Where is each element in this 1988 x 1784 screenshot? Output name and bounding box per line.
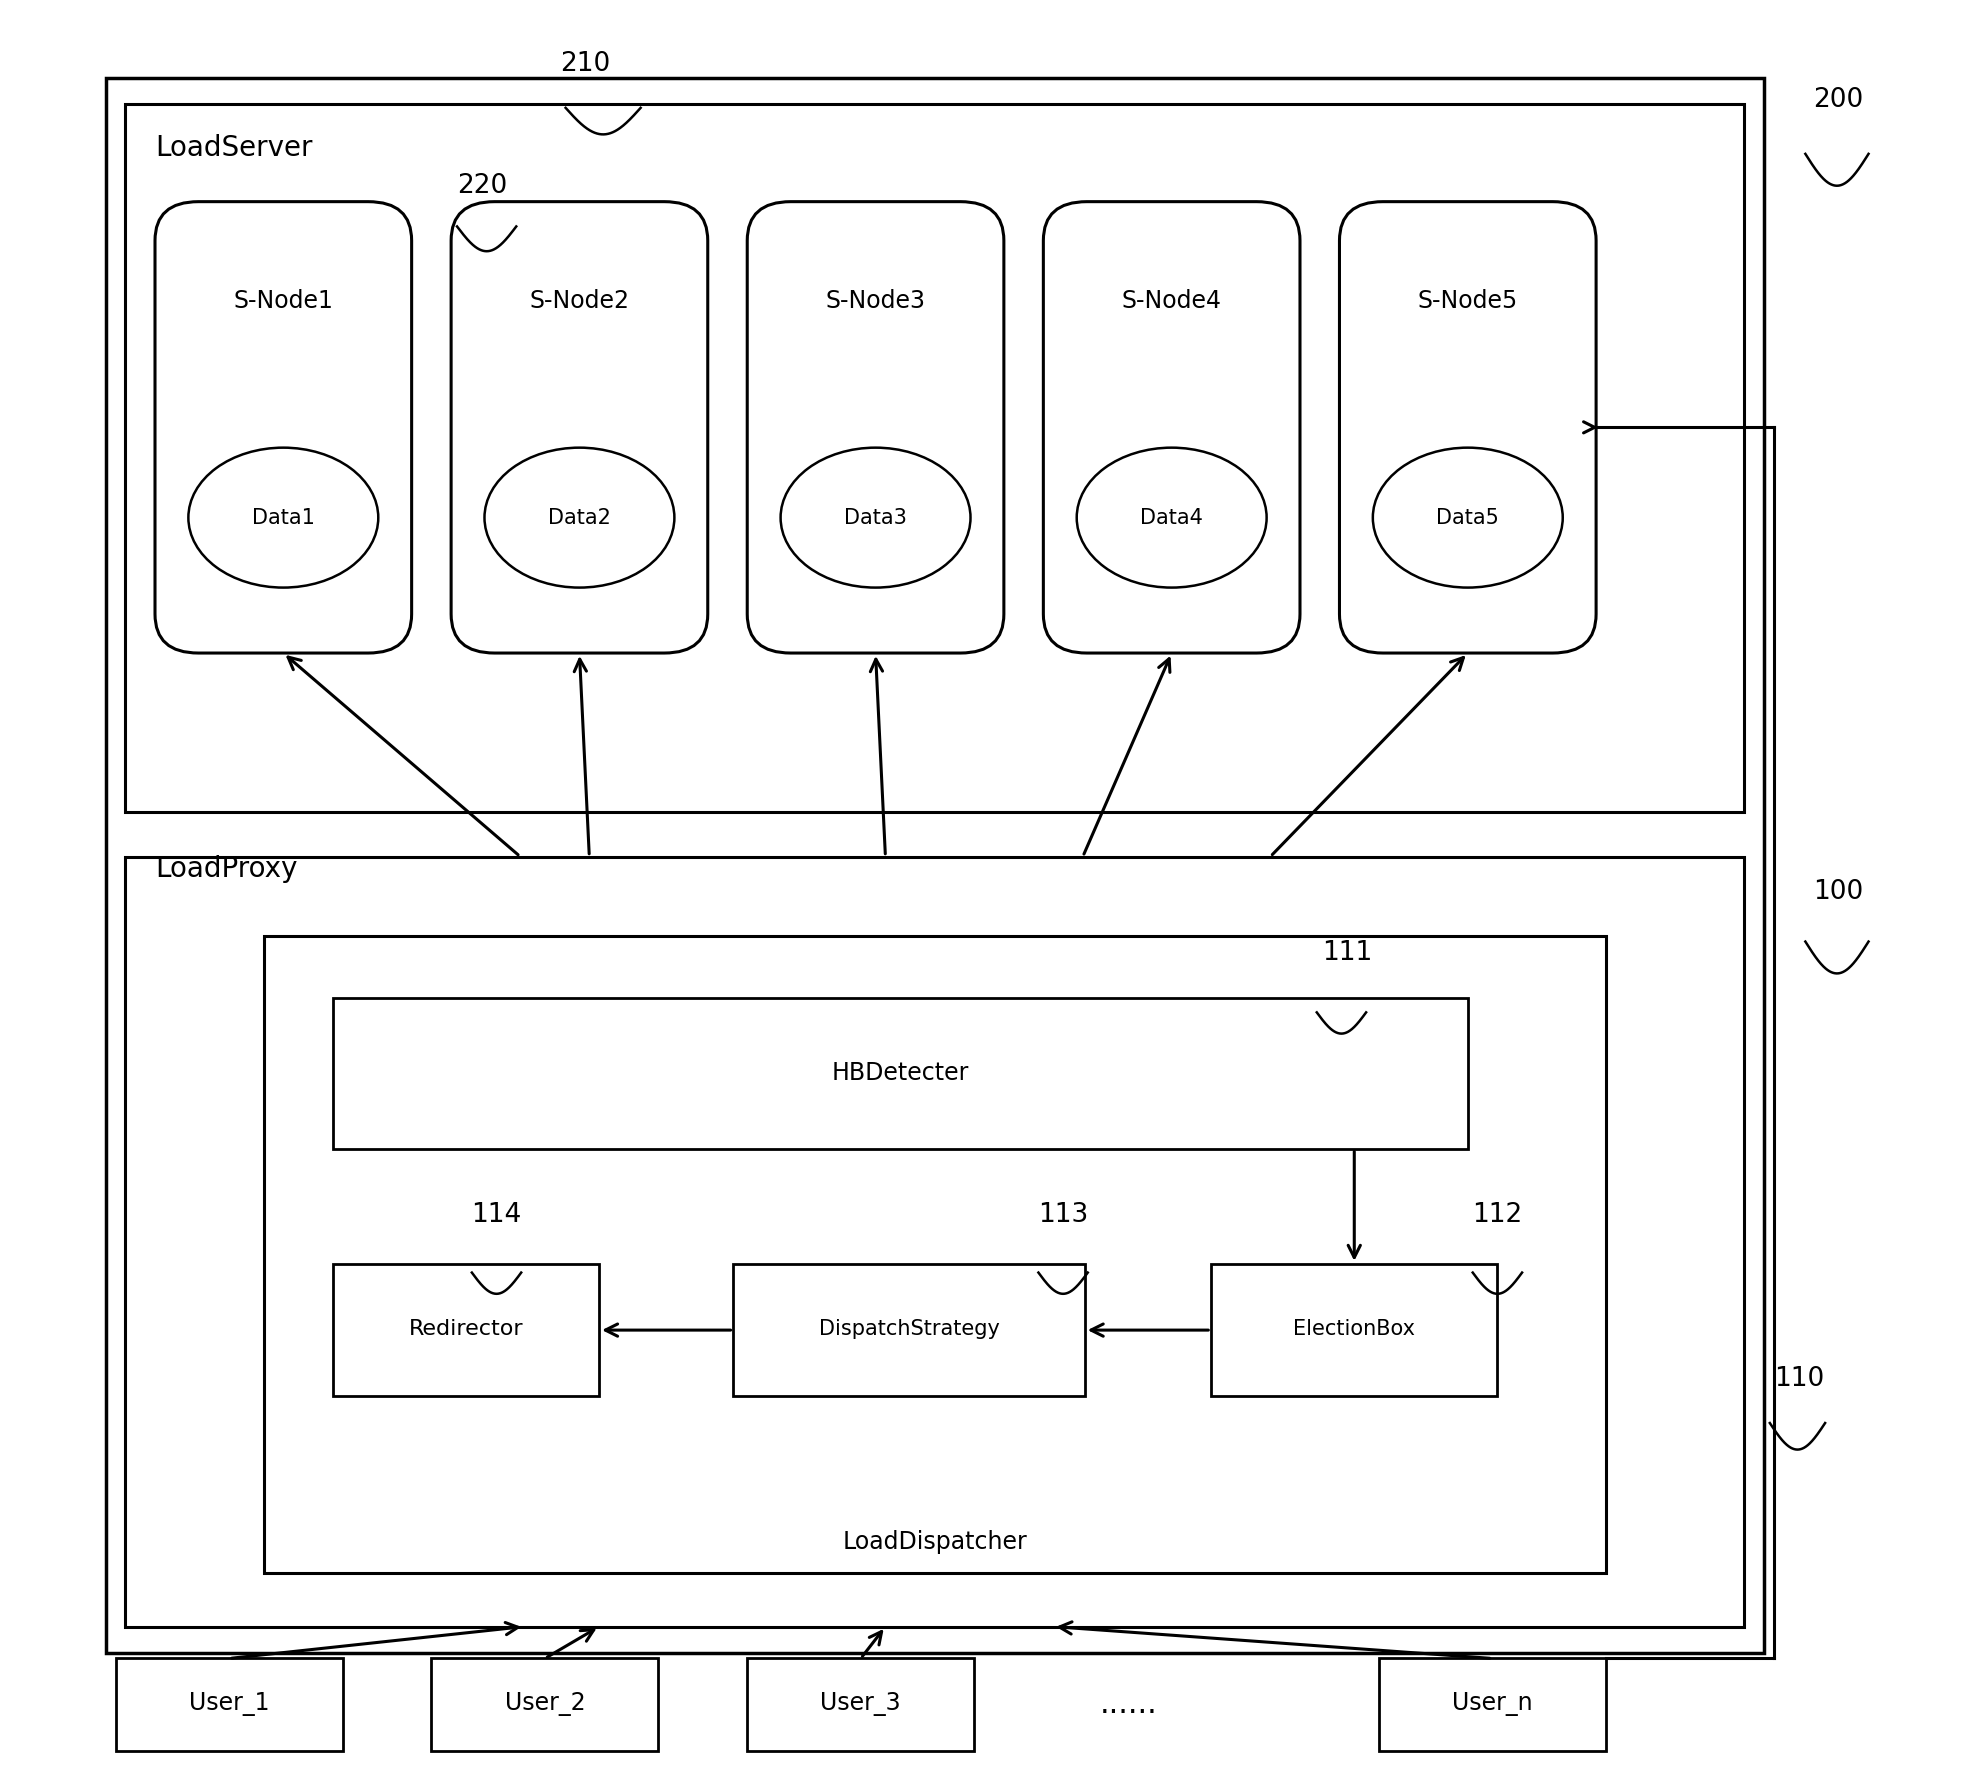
Bar — [125, 856, 1743, 1627]
Ellipse shape — [781, 448, 970, 587]
Text: Data5: Data5 — [1437, 508, 1499, 528]
Text: 100: 100 — [1813, 880, 1863, 904]
Text: 113: 113 — [1038, 1202, 1087, 1229]
Text: S-Node1: S-Node1 — [233, 289, 334, 312]
Text: LoadDispatcher: LoadDispatcher — [843, 1531, 1028, 1554]
Text: 110: 110 — [1773, 1367, 1825, 1392]
Ellipse shape — [1077, 448, 1266, 587]
Bar — [115, 1659, 342, 1750]
Text: User_2: User_2 — [505, 1693, 584, 1716]
Bar — [264, 937, 1606, 1573]
Bar — [1380, 1659, 1606, 1750]
Ellipse shape — [485, 448, 674, 587]
Text: User_1: User_1 — [189, 1693, 268, 1716]
Ellipse shape — [1374, 448, 1563, 587]
Bar — [332, 1263, 598, 1397]
Text: User_n: User_n — [1451, 1693, 1533, 1716]
Text: Data1: Data1 — [252, 508, 314, 528]
Text: S-Node3: S-Node3 — [825, 289, 926, 312]
Text: S-Node4: S-Node4 — [1121, 289, 1223, 312]
Text: S-Node2: S-Node2 — [529, 289, 630, 312]
Text: 114: 114 — [471, 1202, 521, 1229]
Text: DispatchStrategy: DispatchStrategy — [819, 1318, 1000, 1340]
Text: Redirector: Redirector — [410, 1318, 523, 1340]
Text: S-Node5: S-Node5 — [1417, 289, 1519, 312]
Text: LoadProxy: LoadProxy — [155, 855, 298, 883]
Ellipse shape — [189, 448, 378, 587]
Text: User_3: User_3 — [821, 1693, 901, 1716]
Bar — [747, 1659, 974, 1750]
Bar — [125, 103, 1743, 812]
Text: 200: 200 — [1813, 87, 1863, 112]
Text: Data3: Data3 — [845, 508, 907, 528]
FancyBboxPatch shape — [451, 202, 708, 653]
Text: 210: 210 — [561, 52, 610, 77]
Bar — [332, 999, 1467, 1149]
Text: 111: 111 — [1322, 940, 1372, 967]
Text: LoadServer: LoadServer — [155, 134, 312, 162]
Text: 112: 112 — [1473, 1202, 1523, 1229]
Text: ElectionBox: ElectionBox — [1294, 1318, 1415, 1340]
FancyBboxPatch shape — [747, 202, 1004, 653]
Text: 220: 220 — [457, 173, 507, 200]
FancyBboxPatch shape — [155, 202, 412, 653]
Bar — [105, 78, 1763, 1654]
Text: ......: ...... — [1099, 1689, 1157, 1720]
Text: Data4: Data4 — [1141, 508, 1203, 528]
Text: Data2: Data2 — [549, 508, 610, 528]
FancyBboxPatch shape — [1044, 202, 1300, 653]
FancyBboxPatch shape — [1340, 202, 1596, 653]
Text: HBDetecter: HBDetecter — [831, 1060, 968, 1085]
Bar — [431, 1659, 658, 1750]
Bar — [1211, 1263, 1497, 1397]
Bar — [734, 1263, 1085, 1397]
